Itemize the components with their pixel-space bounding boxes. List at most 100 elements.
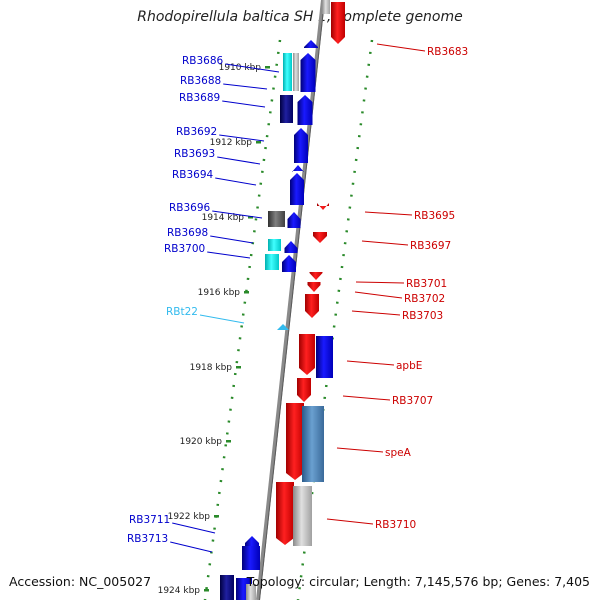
gene-label-rb3689[interactable]: RB3689 — [179, 92, 266, 108]
gene-label-text: RB3713 — [127, 533, 168, 545]
gene-label-rb3701[interactable]: RB3701 — [355, 278, 447, 290]
gene-label-text: apbE — [396, 360, 422, 372]
scale-tick-label: 1918 kbp — [190, 363, 233, 373]
gene-label-text: RB3695 — [414, 210, 455, 222]
scale-tick-mark — [226, 440, 231, 443]
gene-label-spea[interactable]: speA — [336, 447, 412, 459]
gene-block — [280, 95, 293, 123]
gene-label-rb3711[interactable]: RB3711 — [129, 514, 216, 534]
scale-ticks: 1910 kbp 1912 kbp 1914 kbp 1916 kbp 1918 kbp… — [158, 63, 270, 596]
gene-label-text: RB3707 — [392, 395, 433, 407]
gene-label-apbe[interactable]: apbE — [346, 360, 422, 372]
gene-label-leader — [217, 156, 261, 165]
genome-backbone — [256, 0, 325, 600]
gene-label-leader — [346, 360, 395, 366]
scale-tick-label: 1914 kbp — [202, 213, 245, 223]
reverse-gene-arrow — [286, 403, 304, 480]
scale-tick-mark — [214, 515, 219, 518]
gene-label-rb3698[interactable]: RB3698 — [167, 227, 254, 244]
gene-block — [265, 254, 279, 270]
gene-label-leader — [336, 447, 384, 453]
gene-label-rb3700[interactable]: RB3700 — [164, 243, 251, 259]
forward-gene-arrow — [292, 165, 304, 172]
forward-gene-arrow — [294, 128, 308, 163]
reverse-gene-arrow — [299, 334, 315, 375]
gene-label-leader — [222, 100, 266, 108]
gene-label-text: RB3701 — [406, 278, 447, 290]
genome-backbone-shade — [259, 0, 325, 600]
gene-label-text: RB3703 — [402, 310, 443, 322]
reverse-gene-arrow — [276, 482, 294, 545]
gene-label-rb3696[interactable]: RB3696 — [169, 202, 263, 219]
gene-block — [316, 336, 333, 378]
scale-tick-mark — [256, 141, 261, 144]
gene-label-leader — [376, 43, 426, 52]
forward-gene-arrow — [290, 173, 304, 205]
reverse-gene-arrow — [309, 272, 323, 280]
forward-gene-arrow — [300, 53, 316, 92]
accession-text: Accession: NC_005027 — [9, 574, 152, 589]
gene-label-rb3702[interactable]: RB3702 — [354, 291, 445, 305]
gene-label-text: RB3696 — [169, 202, 211, 214]
gene-label-leader — [199, 314, 245, 324]
gene-label-text: RB3692 — [176, 126, 217, 138]
reverse-gene-arrow — [305, 294, 319, 318]
gene-label-leader — [355, 281, 405, 284]
reverse-gene-arrow — [307, 282, 321, 292]
left-gene-labels: RB3686 RB3688 RB3689 RB3692 RB3693 RB3694 RB36… — [127, 55, 280, 553]
gene-label-rbt22[interactable]: RBt22 — [166, 306, 245, 324]
gene-label-text: RB3686 — [182, 55, 224, 67]
gene-label-text: RB3689 — [179, 92, 220, 104]
forward-gene-arrow — [284, 241, 298, 253]
scale-tick-label: 1924 kbp — [158, 586, 201, 596]
gene-label-text: RB3710 — [375, 519, 416, 531]
reverse-gene-arrow — [331, 2, 345, 44]
gene-block — [283, 53, 292, 91]
forward-gene-arrow — [297, 95, 313, 125]
scale-tick-label: 1912 kbp — [210, 138, 253, 148]
gene-label-rb3697[interactable]: RB3697 — [361, 240, 451, 252]
gene-label-leader — [364, 211, 413, 216]
gene-label-text: RB3697 — [410, 240, 451, 252]
gene-label-text: RB3694 — [172, 169, 214, 181]
gene-label-text: RB3711 — [129, 514, 170, 526]
reverse-gene-arrow — [297, 378, 311, 402]
gene-label-rb3688[interactable]: RB3688 — [180, 75, 268, 90]
forward-gene-arrow — [304, 40, 318, 48]
gene-block — [246, 584, 256, 600]
gene-label-rb3683[interactable]: RB3683 — [376, 43, 468, 58]
forward-gene-arrow — [287, 212, 301, 228]
gene-label-leader — [210, 235, 254, 244]
gene-label-leader — [219, 134, 265, 142]
gene-label-text: RB3693 — [174, 148, 215, 160]
gene-label-rb3703[interactable]: RB3703 — [351, 310, 443, 322]
gene-label-text: RB3683 — [427, 46, 468, 58]
gene-label-rb3686[interactable]: RB3686 — [182, 55, 280, 73]
gene-block — [293, 486, 312, 546]
map-title: Rhodopirellula baltica SH 1, complete ge… — [137, 9, 463, 25]
gene-block — [268, 239, 281, 251]
gene-label-leader — [354, 291, 403, 299]
gene-label-leader — [361, 240, 409, 246]
gene-label-rb3692[interactable]: RB3692 — [176, 126, 265, 142]
gene-label-rb3695[interactable]: RB3695 — [364, 210, 455, 222]
gene-label-leader — [351, 310, 401, 316]
reverse-gene-arrow — [317, 203, 329, 210]
forward-gene-arrow — [282, 255, 296, 272]
gene-label-leader — [215, 177, 257, 186]
gene-label-leader — [223, 83, 268, 90]
gene-label-text: RB3698 — [167, 227, 208, 239]
gene-label-leader — [212, 210, 263, 219]
scale-tick-mark — [236, 366, 241, 369]
gene-label-rb3694[interactable]: RB3694 — [172, 169, 257, 186]
scale-tick-label: 1916 kbp — [198, 288, 241, 298]
gene-label-rb3693[interactable]: RB3693 — [174, 148, 261, 165]
gene-block — [302, 406, 324, 482]
scale-tick-label: 1922 kbp — [168, 512, 211, 522]
gene-label-text: speA — [385, 447, 412, 459]
gene-label-leader — [207, 251, 251, 259]
gene-label-rb3713[interactable]: RB3713 — [127, 533, 213, 553]
gene-label-rb3710[interactable]: RB3710 — [326, 518, 416, 531]
gene-label-rb3707[interactable]: RB3707 — [342, 395, 433, 407]
